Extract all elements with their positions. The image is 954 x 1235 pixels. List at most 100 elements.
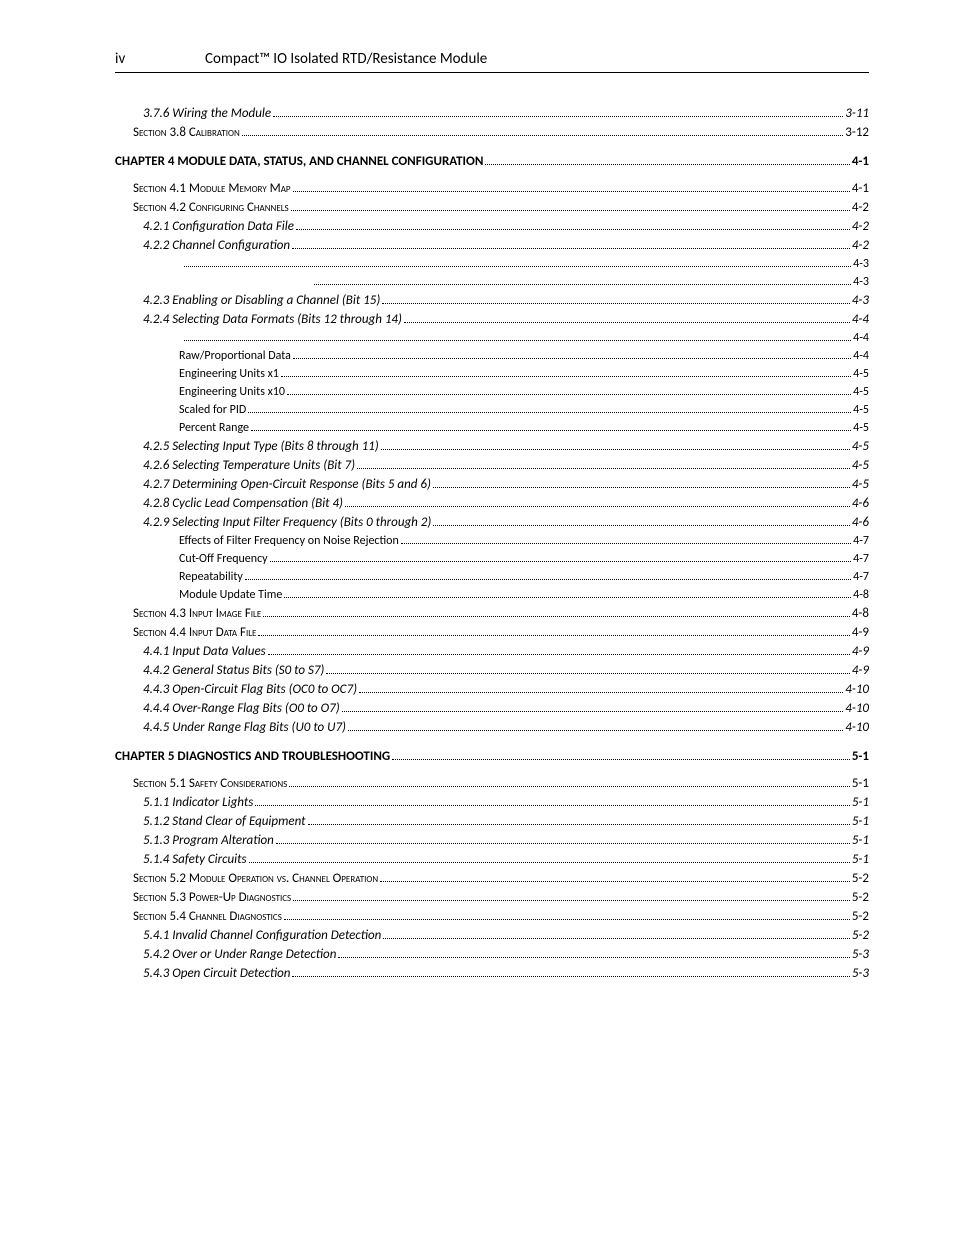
- toc-label: 4.2.2 Channel Configuration: [143, 239, 290, 252]
- toc-leader: [249, 862, 850, 863]
- toc-leader: [276, 843, 850, 844]
- document-title: Compact™ IO Isolated RTD/Resistance Modu…: [205, 50, 869, 68]
- toc-entry: Section 4.1 Module Memory Map4-1: [133, 182, 869, 195]
- toc-page: 4-5: [853, 404, 869, 416]
- toc-entry: 5.4.2 Over or Under Range Detection5-3: [143, 948, 869, 961]
- toc-leader: [401, 543, 851, 544]
- toc-entry: 4.2.3 Enabling or Disabling a Channel (B…: [143, 294, 869, 307]
- toc-page: 4-3: [852, 294, 869, 307]
- toc-page: 4-5: [853, 368, 869, 380]
- toc-page: 4-3: [853, 258, 869, 270]
- toc-label: 4.4.3 Open-Circuit Flag Bits (OC0 to OC7…: [143, 683, 357, 696]
- toc-page: 5-1: [852, 853, 869, 866]
- toc-entry: Section 4.4 Input Data File4-9: [133, 626, 869, 639]
- toc-entry: 4-3: [309, 276, 869, 288]
- toc-entry: 4.4.2 General Status Bits (S0 to S7) 4-9: [143, 664, 869, 677]
- toc-label: Section 3.8 Calibration: [133, 126, 240, 139]
- toc-leader: [289, 786, 850, 787]
- toc-label: 4.2.5 Selecting Input Type (Bits 8 throu…: [143, 440, 379, 453]
- toc-page: 4-4: [853, 350, 869, 362]
- toc-label: 4.2.8 Cyclic Lead Compensation (Bit 4): [143, 497, 343, 510]
- toc-leader: [345, 506, 850, 507]
- toc-leader: [357, 468, 850, 469]
- toc-label: 4.2.9 Selecting Input Filter Frequency (…: [143, 516, 431, 529]
- toc-entry: Section 4.3 Input Image File4-8: [133, 607, 869, 620]
- toc-label: Section 5.3 Power-Up Diagnostics: [133, 891, 291, 904]
- toc-label: Engineering Units x10: [179, 386, 285, 398]
- toc-page: 4-5: [852, 478, 869, 491]
- toc-entry: Section 4.2 Configuring Channels4-2: [133, 201, 869, 214]
- toc-leader: [273, 116, 843, 117]
- toc-label: Repeatability: [179, 571, 243, 583]
- toc-label: 5.1.3 Program Alteration: [143, 834, 274, 847]
- toc-page: 5-3: [852, 967, 869, 980]
- toc-label: Scaled for PID: [179, 404, 246, 416]
- toc-entry: 4-3: [179, 258, 869, 270]
- table-of-contents: 3.7.6 Wiring the Module3-11 Section 3.8 C…: [115, 107, 869, 980]
- toc-entry: Section 5.4 Channel Diagnostics5-2: [133, 910, 869, 923]
- toc-entry: 3.7.6 Wiring the Module3-11: [143, 107, 869, 120]
- toc-entry: 4.4.3 Open-Circuit Flag Bits (OC0 to OC7…: [143, 683, 869, 696]
- toc-leader: [326, 673, 849, 674]
- toc-entry: 4.2.8 Cyclic Lead Compensation (Bit 4)4-…: [143, 497, 869, 510]
- toc-label: 5.4.1 Invalid Channel Configuration Dete…: [143, 929, 381, 942]
- toc-page: 3-12: [845, 126, 869, 139]
- toc-entry: Section 5.2 Module Operation vs. Channel…: [133, 872, 869, 885]
- toc-label: 4.4.2 General Status Bits (S0 to S7): [143, 664, 324, 677]
- toc-entry: 5.4.3 Open Circuit Detection 5-3: [143, 967, 869, 980]
- toc-entry: Engineering Units x1 4-5: [179, 368, 869, 380]
- toc-label: 5.1.1 Indicator Lights: [143, 796, 253, 809]
- toc-leader: [263, 616, 850, 617]
- toc-leader: [383, 938, 849, 939]
- toc-page: 4-2: [852, 239, 869, 252]
- toc-leader: [268, 654, 850, 655]
- toc-entry: 4.2.4 Selecting Data Formats (Bits 12 th…: [143, 313, 869, 326]
- toc-label: Engineering Units x1: [179, 368, 279, 380]
- toc-leader: [433, 487, 850, 488]
- toc-label: Section 4.4 Input Data File: [133, 626, 256, 639]
- toc-leader: [293, 191, 850, 192]
- toc-label: 4.4.1 Input Data Values: [143, 645, 266, 658]
- toc-page: 4-9: [852, 664, 869, 677]
- toc-leader: [308, 824, 850, 825]
- toc-entry: Effects of Filter Frequency on Noise Rej…: [179, 535, 869, 547]
- toc-entry: Section 3.8 Calibration 3-12: [133, 126, 869, 139]
- toc-page: 4-3: [853, 276, 869, 288]
- toc-leader: [382, 303, 850, 304]
- toc-entry: 5.1.3 Program Alteration5-1: [143, 834, 869, 847]
- toc-page: 4-5: [853, 422, 869, 434]
- toc-page: 5-2: [852, 929, 869, 942]
- toc-label: Section 5.2 Module Operation vs. Channel…: [133, 872, 378, 885]
- toc-page: 5-1: [852, 815, 869, 828]
- toc-leader: [380, 881, 850, 882]
- toc-label: Cut-Off Frequency: [179, 553, 268, 565]
- toc-label: 5.4.3 Open Circuit Detection: [143, 967, 290, 980]
- toc-page: 3-11: [845, 107, 869, 120]
- toc-leader: [293, 358, 851, 359]
- toc-entry: 5.1.1 Indicator Lights5-1: [143, 796, 869, 809]
- toc-entry: 4.2.5 Selecting Input Type (Bits 8 throu…: [143, 440, 869, 453]
- toc-leader: [381, 449, 850, 450]
- toc-label: Raw/Proportional Data: [179, 350, 291, 362]
- toc-page: 4-5: [853, 386, 869, 398]
- toc-label: CHAPTER 4 MODULE DATA, STATUS, AND CHANN…: [115, 155, 483, 168]
- toc-label: 4.2.7 Determining Open-Circuit Response …: [143, 478, 431, 491]
- toc-entry: 4.2.1 Configuration Data File4-2: [143, 220, 869, 233]
- toc-entry: Module Update Time4-8: [179, 589, 869, 601]
- toc-leader: [258, 635, 849, 636]
- toc-entry: Scaled for PID 4-5: [179, 404, 869, 416]
- toc-leader: [404, 322, 850, 323]
- toc-leader: [338, 957, 849, 958]
- toc-page: 5-2: [852, 910, 869, 923]
- toc-leader: [342, 711, 844, 712]
- toc-leader: [255, 805, 850, 806]
- toc-entry: 4-4: [179, 332, 869, 344]
- toc-leader: [359, 692, 843, 693]
- toc-page: 4-8: [853, 589, 869, 601]
- toc-entry: Repeatability4-7: [179, 571, 869, 583]
- toc-label: Section 4.1 Module Memory Map: [133, 182, 291, 195]
- toc-leader: [245, 579, 851, 580]
- toc-entry: 4.2.2 Channel Configuration 4-2: [143, 239, 869, 252]
- toc-leader: [392, 759, 850, 760]
- toc-page: 4-9: [852, 645, 869, 658]
